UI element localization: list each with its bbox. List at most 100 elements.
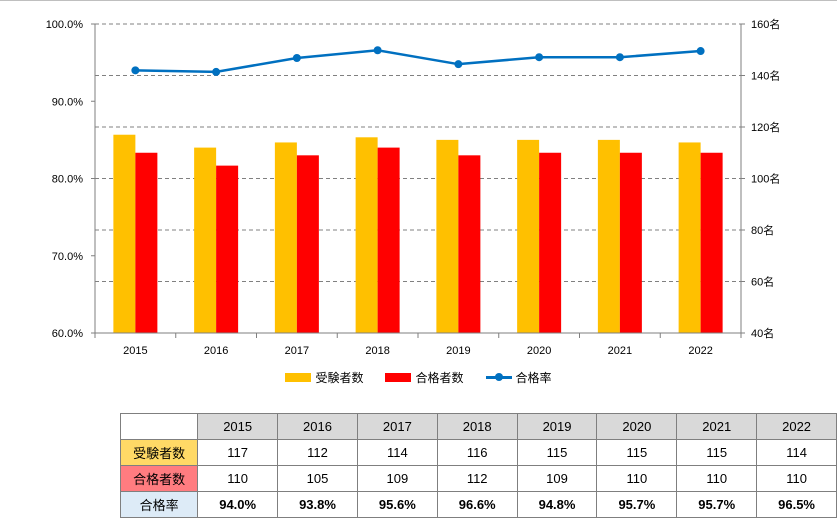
table-row-applicants: 受験者数 117 112 114 116 115 115 115 114	[119, 439, 837, 466]
x-axis-tick-label: 2018	[365, 345, 389, 357]
table-cell: 110	[756, 465, 837, 492]
table-header-row: 2015 2016 2017 2018 2019 2020 2021 2022	[119, 413, 837, 440]
bar-applicants	[678, 142, 701, 333]
chart-line-series	[131, 46, 705, 76]
x-axis-tick-label: 2015	[123, 345, 147, 357]
table-cell: 109	[516, 465, 598, 492]
bar-passers	[377, 147, 400, 333]
legend-item-pass-rate: 合格率	[485, 369, 552, 386]
left-axis-tick-label: 100.0%	[46, 19, 84, 31]
table-row-passers: 合格者数 110 105 109 112 109 110 110 110	[119, 465, 837, 492]
table-cell: 114	[756, 439, 837, 466]
combo-chart: 60.0% 70.0% 80.0% 90.0% 100.0% 40名 60名 80名 100名 1…	[46, 17, 781, 357]
x-axis-tick-label: 2017	[285, 345, 309, 357]
pass-rate-point	[131, 66, 140, 75]
pass-rate-point	[212, 67, 221, 76]
right-axis-tick-label: 100名	[751, 172, 780, 186]
row-label-applicants: 受験者数	[119, 439, 199, 466]
table-cell: 110	[676, 465, 758, 492]
table-header-cell: 2021	[676, 413, 758, 440]
bar-passers	[458, 155, 481, 333]
table-header-cell: 2020	[596, 413, 678, 440]
legend-swatch-passers	[385, 372, 412, 382]
table-header-cell: 2016	[277, 413, 358, 440]
bar-applicants	[597, 139, 620, 333]
x-axis-tick-label: 2019	[446, 345, 470, 357]
table-cell: 95.7%	[596, 491, 678, 518]
table-cell: 96.6%	[436, 491, 518, 518]
bar-passers	[539, 152, 562, 333]
table-cell: 114	[356, 439, 438, 466]
pass-rate-point	[615, 53, 624, 62]
bar-applicants	[355, 137, 378, 333]
pass-rate-point	[373, 46, 382, 55]
legend-label-applicants: 受験者数	[315, 370, 364, 385]
x-axis-tick-label: 2016	[204, 345, 228, 357]
pass-rate-point	[535, 53, 544, 62]
bar-applicants	[113, 134, 136, 333]
bar-passers	[135, 152, 158, 333]
legend-swatch-pass-rate	[485, 371, 512, 383]
bar-applicants	[517, 139, 540, 333]
table-cell: 115	[516, 439, 598, 466]
pass-rate-point	[696, 47, 705, 56]
legend-label-pass-rate: 合格率	[515, 370, 552, 385]
table-header-cell: 2017	[356, 413, 438, 440]
table-header-cell: 2018	[436, 413, 518, 440]
table-header-cell: 2015	[197, 413, 279, 440]
right-axis-tick-label: 40名	[751, 326, 774, 340]
table-cell: 93.8%	[277, 491, 358, 518]
right-axis-tick-label: 60名	[751, 275, 774, 289]
legend-swatch-applicants	[285, 372, 312, 382]
table-cell: 95.6%	[356, 491, 438, 518]
table-cell: 110	[596, 465, 678, 492]
table-cell: 95.7%	[676, 491, 758, 518]
bar-passers	[619, 152, 642, 333]
bar-applicants	[274, 142, 297, 333]
right-axis-tick-label: 160名	[751, 17, 780, 31]
table-header-cell: 2019	[516, 413, 598, 440]
table-corner-cell	[119, 413, 199, 440]
chart-grid	[95, 23, 741, 282]
left-axis-tick-label: 70.0%	[52, 251, 83, 263]
chart-axes	[91, 23, 745, 338]
row-label-passers: 合格者数	[119, 465, 199, 492]
left-axis-tick-label: 80.0%	[52, 174, 83, 186]
table-cell: 109	[356, 465, 438, 492]
data-table: 2015 2016 2017 2018 2019 2020 2021 2022 …	[119, 413, 837, 518]
table-cell: 94.0%	[197, 491, 279, 518]
pass-rate-point	[292, 53, 301, 62]
table-cell: 117	[197, 439, 279, 466]
chart-bars	[113, 134, 723, 333]
right-axis-tick-label: 80名	[751, 223, 774, 237]
table-cell: 110	[197, 465, 279, 492]
table-header-cell: 2022	[756, 413, 837, 440]
left-axis-tick-label: 90.0%	[52, 96, 83, 108]
left-axis-tick-label: 60.0%	[52, 328, 83, 340]
pass-rate-point	[454, 60, 463, 69]
table-cell: 112	[436, 465, 518, 492]
x-axis-tick-label: 2021	[608, 345, 632, 357]
table-cell: 115	[676, 439, 758, 466]
top-border-line	[0, 0, 837, 1]
table-cell: 116	[436, 439, 518, 466]
table-cell: 115	[596, 439, 678, 466]
bar-passers	[216, 165, 239, 333]
bar-passers	[296, 155, 319, 333]
chart-legend: 受験者数 合格者数 合格率	[0, 366, 837, 388]
table-cell: 94.8%	[516, 491, 598, 518]
bar-applicants	[436, 139, 459, 333]
chart-tick-labels: 60.0% 70.0% 80.0% 90.0% 100.0% 40名 60名 80名 100名 1…	[46, 17, 781, 357]
legend-label-passers: 合格者数	[415, 370, 464, 385]
right-axis-tick-label: 120名	[751, 120, 780, 134]
pass-rate-line	[135, 49, 701, 74]
table-cell: 112	[277, 439, 358, 466]
bar-passers	[700, 152, 723, 333]
x-axis-tick-label: 2022	[688, 345, 712, 357]
legend-item-applicants: 受験者数	[285, 369, 363, 386]
table-cell: 105	[277, 465, 358, 492]
table-cell: 96.5%	[756, 491, 837, 518]
legend-item-passers: 合格者数	[385, 369, 464, 386]
bar-applicants	[194, 147, 217, 333]
table-row-pass-rate: 合格率 94.0% 93.8% 95.6% 96.6% 94.8% 95.7% …	[119, 491, 837, 518]
